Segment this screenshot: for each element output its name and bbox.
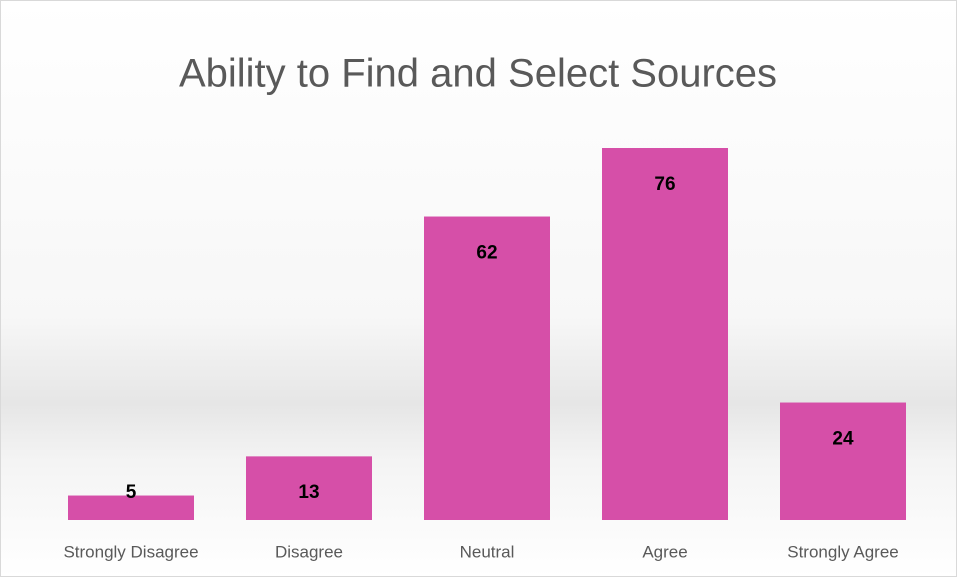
chart-title: Ability to Find and Select Sources (179, 52, 777, 96)
data-label: 13 (298, 482, 319, 503)
data-label: 5 (126, 482, 137, 503)
bar (246, 456, 372, 520)
x-tick-label: Neutral (460, 542, 515, 561)
bar (780, 402, 906, 520)
bar (68, 495, 194, 520)
bar (424, 216, 550, 521)
x-tick-label: Strongly Agree (787, 542, 899, 561)
bar (602, 148, 728, 520)
data-label: 24 (832, 429, 854, 450)
x-tick-label: Disagree (275, 542, 343, 561)
data-label: 62 (476, 243, 497, 264)
x-tick-label: Strongly Disagree (63, 542, 198, 561)
x-tick-label: Agree (642, 542, 687, 561)
data-label: 76 (654, 174, 675, 195)
